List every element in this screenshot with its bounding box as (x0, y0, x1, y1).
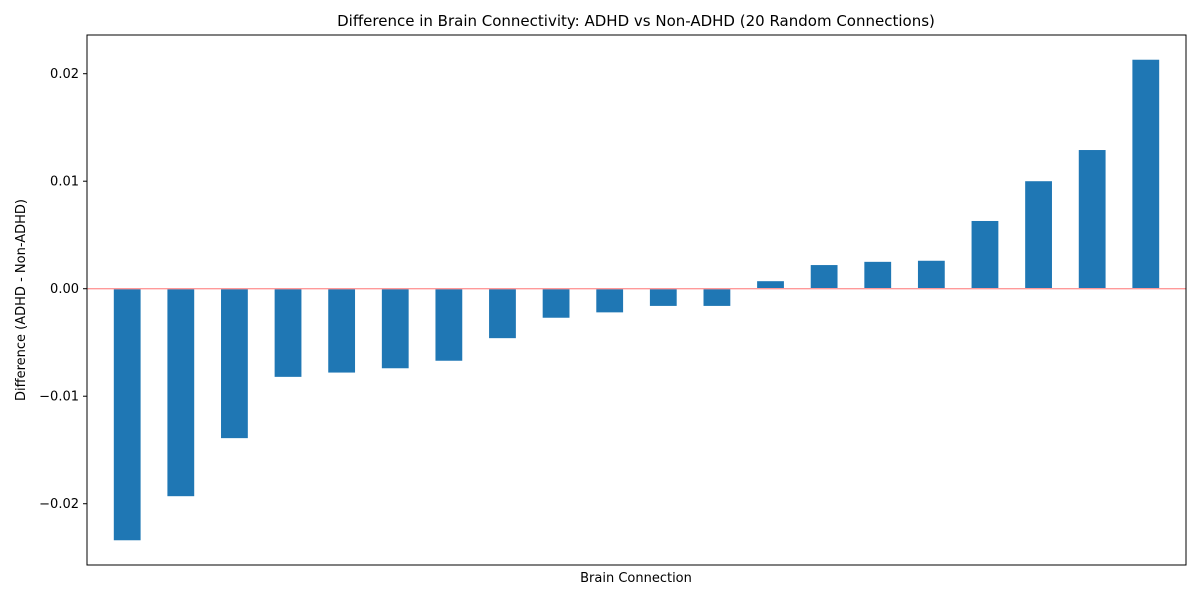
bar-1 (113, 288, 141, 541)
y-tick-label: −0.02 (39, 497, 79, 512)
bar-16 (917, 260, 945, 289)
bar-13 (757, 281, 784, 289)
y-tick-label: 0.02 (50, 67, 79, 82)
bar-15 (864, 261, 892, 289)
bar-17 (971, 220, 999, 289)
bar-9 (542, 288, 570, 318)
bars-group (113, 59, 1160, 541)
bar-4 (274, 288, 302, 377)
y-tick-label: 0.00 (50, 282, 79, 297)
bar-11 (649, 288, 677, 306)
y-axis-ticks: −0.02 −0.01 0.00 0.01 0.02 (39, 67, 87, 512)
bar-6 (381, 288, 409, 369)
bar-20 (1132, 59, 1160, 289)
bar-7 (435, 288, 463, 361)
bar-3 (221, 288, 248, 439)
bar-5 (328, 288, 356, 373)
y-axis-label: Difference (ADHD - Non-ADHD) (14, 199, 29, 401)
x-axis-label: Brain Connection (580, 571, 692, 586)
bar-19 (1078, 150, 1106, 289)
y-tick-label: −0.01 (39, 390, 79, 405)
bar-10 (596, 288, 624, 313)
bar-14 (810, 265, 838, 289)
y-tick-label: 0.01 (50, 175, 79, 190)
chart-title: Difference in Brain Connectivity: ADHD v… (337, 12, 935, 30)
bar-12 (703, 288, 731, 306)
bar-2 (167, 288, 195, 497)
bar-8 (489, 288, 516, 339)
plot-frame (86, 34, 1187, 566)
bar-18 (1025, 181, 1052, 289)
